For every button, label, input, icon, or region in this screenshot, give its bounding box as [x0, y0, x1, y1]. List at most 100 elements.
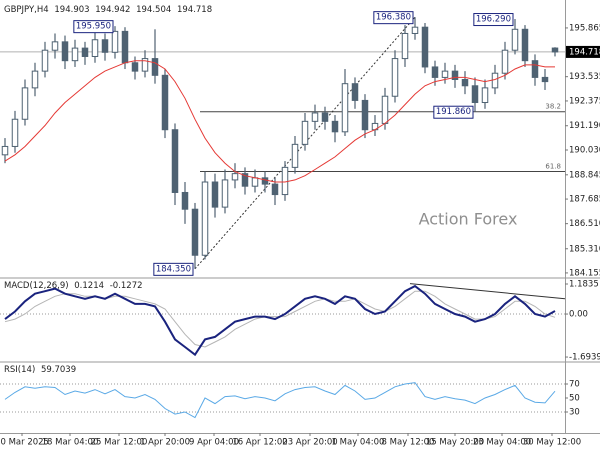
candle-body: [261, 177, 269, 185]
x-tick-label: 30 May 12:00: [523, 438, 581, 448]
last-price-box: [566, 45, 600, 58]
candle-body: [471, 85, 479, 104]
candle-body: [501, 49, 509, 74]
x-tick-label: 10 Mar 2025: [0, 438, 49, 448]
candle-body: [81, 47, 89, 57]
candle-body: [41, 49, 49, 72]
candle-body: [481, 87, 489, 104]
candle-body: [331, 120, 339, 133]
x-tick-label: 18 Mar 04:00: [42, 438, 99, 448]
y-tick-label: 0.00: [569, 310, 588, 320]
candle-body: [31, 70, 39, 89]
candle-body: [341, 83, 349, 133]
y-tick-label: 188.845: [569, 170, 600, 180]
candle-body: [381, 95, 389, 124]
candle-body: [131, 62, 139, 72]
x-tick-label: 23 Apr 20:00: [282, 438, 337, 448]
price-label: 196.290: [476, 15, 511, 25]
candle-body: [451, 70, 459, 81]
candle-body: [541, 76, 549, 83]
chart-header: GBPJPY,H4 194.903 194.942 194.504 194.71…: [4, 5, 212, 15]
candle-body: [531, 60, 539, 78]
last-price-label: 194.718: [569, 47, 600, 57]
price-label-box: [73, 20, 114, 34]
candle-body: [121, 30, 129, 64]
candle-body: [431, 66, 439, 78]
candle-body: [421, 26, 429, 68]
macd-value: 0.1214: [74, 281, 104, 291]
macd-header: MACD(12,26,9) 0.1214 -0.1272: [4, 281, 143, 291]
candle-body: [191, 208, 199, 256]
candle-body: [141, 58, 149, 72]
candle-body: [1, 145, 9, 156]
candle-body: [411, 26, 419, 34]
watermark: Action Forex: [419, 210, 518, 229]
fib-level-label: 61.8: [545, 163, 561, 171]
moving-average: [4, 60, 555, 183]
indicator-line: [4, 382, 556, 419]
x-tick-label: 15 May 20:00: [426, 438, 484, 448]
candle-body: [61, 41, 69, 62]
price-label-box: [473, 13, 514, 27]
price-label: 196.380: [376, 13, 411, 23]
candle-body: [101, 39, 109, 53]
x-tick-label: 25 Mar 12:00: [91, 438, 148, 448]
candle-body: [221, 179, 229, 208]
header-low: 194.504: [136, 5, 171, 15]
candle-body: [361, 99, 369, 131]
y-tick-label: 70: [569, 380, 580, 390]
candle-body: [231, 173, 239, 181]
candle-body: [511, 28, 519, 51]
candle-body: [301, 120, 309, 145]
candle-body: [311, 112, 319, 122]
candle-body: [21, 87, 29, 120]
x-tick-label: 23 May 04:00: [473, 438, 531, 448]
candle-body: [441, 70, 449, 78]
candle-body: [51, 41, 59, 51]
candle-body: [11, 118, 19, 147]
candle-body: [491, 72, 499, 89]
candle-body: [151, 58, 159, 76]
y-tick-label: 190.030: [569, 146, 600, 156]
macd-title: MACD(12,26,9): [4, 281, 69, 291]
indicator-line: [4, 284, 556, 357]
x-tick-label: 9 Apr 04:00: [189, 438, 239, 448]
candle-body: [211, 181, 219, 208]
candle-body: [171, 129, 179, 193]
y-tick-label: 184.155: [569, 268, 600, 278]
header-high: 194.942: [95, 5, 130, 15]
candle-body: [251, 177, 259, 187]
signal-value: -0.1272: [110, 281, 143, 291]
candle-body: [521, 28, 529, 62]
y-tick-label: 1.1835: [569, 279, 599, 289]
rsi-header: RSI(14) 59.7039: [4, 365, 76, 375]
y-tick-label: 192.375: [569, 96, 600, 106]
y-tick-label: 191.190: [569, 121, 600, 131]
y-tick-label: 185.310: [569, 244, 600, 254]
y-tick-label: 195.865: [569, 23, 600, 33]
y-tick-label: -1.6939: [569, 353, 600, 363]
candle-body: [461, 79, 469, 87]
y-tick-label: 30: [569, 408, 580, 418]
price-label-box: [373, 11, 414, 25]
x-tick-label: 8 May 12:00: [382, 438, 435, 448]
candle-body: [281, 166, 289, 196]
candle-body: [241, 173, 249, 187]
x-tick-label: 1 Apr 20:00: [140, 438, 190, 448]
y-tick-label: 187.685: [569, 195, 600, 205]
candle-body: [71, 47, 79, 62]
header-close: 194.718: [177, 5, 212, 15]
candle-body: [111, 30, 119, 53]
header-open: 194.903: [54, 5, 89, 15]
candle-body: [161, 74, 169, 131]
y-tick-label: 50: [569, 394, 580, 404]
rsi-value: 59.7039: [41, 365, 76, 375]
candle-body: [351, 83, 359, 101]
rsi-title: RSI(14): [4, 365, 35, 375]
trendline: [409, 283, 566, 300]
candle-body: [551, 47, 559, 53]
candle-body: [401, 32, 409, 60]
price-label: 195.950: [76, 22, 111, 32]
candle-body: [271, 183, 279, 196]
